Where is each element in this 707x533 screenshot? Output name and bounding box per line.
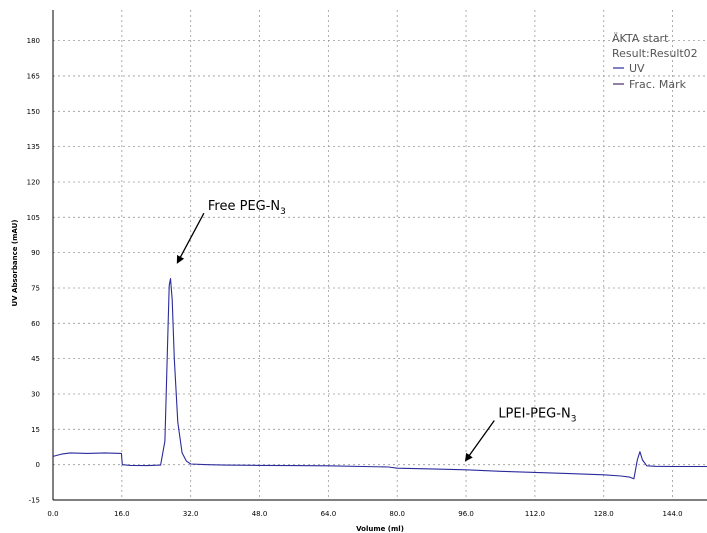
y-tick-label: 150 bbox=[27, 108, 40, 116]
y-tick-label: 165 bbox=[27, 72, 40, 80]
legend-header-1: ÄKTA start bbox=[612, 32, 669, 45]
annotation-arrow bbox=[176, 212, 205, 264]
x-tick-label: 48.0 bbox=[252, 510, 268, 518]
y-tick-label: 15 bbox=[31, 426, 40, 434]
axes bbox=[52, 10, 707, 501]
annotation-arrow bbox=[464, 420, 495, 462]
y-tick-label: 60 bbox=[31, 320, 40, 328]
x-tick-label: 16.0 bbox=[114, 510, 130, 518]
legend-entry-uv: UV bbox=[629, 62, 645, 75]
annotations: Free PEG-N3 LPEI-PEG-N3 bbox=[176, 199, 576, 462]
y-tick-label: 120 bbox=[27, 178, 40, 186]
y-tick-label: 180 bbox=[27, 37, 40, 45]
y-tick-label: 75 bbox=[31, 284, 40, 292]
tick-labels: 0.0 16.0 32.0 48.0 64.0 80.0 96.0 112.0 128.0 144… bbox=[27, 37, 683, 518]
y-axis-title: UV Absorbance (mAU) bbox=[11, 219, 19, 306]
series-line-uv bbox=[52, 278, 707, 480]
x-tick-label: 80.0 bbox=[389, 510, 405, 518]
x-tick-label: 112.0 bbox=[525, 510, 545, 518]
annotation-label: Free PEG-N3 bbox=[208, 199, 286, 217]
series bbox=[52, 278, 707, 480]
legend-entry-frac-mark: Frac. Mark bbox=[629, 78, 687, 91]
y-tick-label: 105 bbox=[27, 214, 40, 222]
x-tick-label: 96.0 bbox=[458, 510, 474, 518]
legend: ÄKTA start Result:Result02 UV Frac. Mark bbox=[612, 32, 698, 91]
x-tick-label: 64.0 bbox=[321, 510, 337, 518]
x-axis-title: Volume (ml) bbox=[356, 525, 404, 533]
y-tick-label: -15 bbox=[29, 497, 40, 505]
x-tick-label: 128.0 bbox=[594, 510, 614, 518]
x-tick-label: 0.0 bbox=[47, 510, 58, 518]
y-tick-label: 135 bbox=[27, 143, 40, 151]
y-tick-label: 45 bbox=[31, 355, 40, 363]
y-tick-label: 90 bbox=[31, 249, 40, 257]
x-tick-label: 32.0 bbox=[183, 510, 199, 518]
annotation-label: LPEI-PEG-N3 bbox=[498, 407, 576, 425]
legend-header-2: Result:Result02 bbox=[612, 47, 698, 60]
y-tick-label: 0 bbox=[36, 461, 40, 469]
y-tick-label: 30 bbox=[31, 390, 40, 398]
x-tick-label: 144.0 bbox=[663, 510, 683, 518]
grid-lines bbox=[53, 10, 707, 501]
